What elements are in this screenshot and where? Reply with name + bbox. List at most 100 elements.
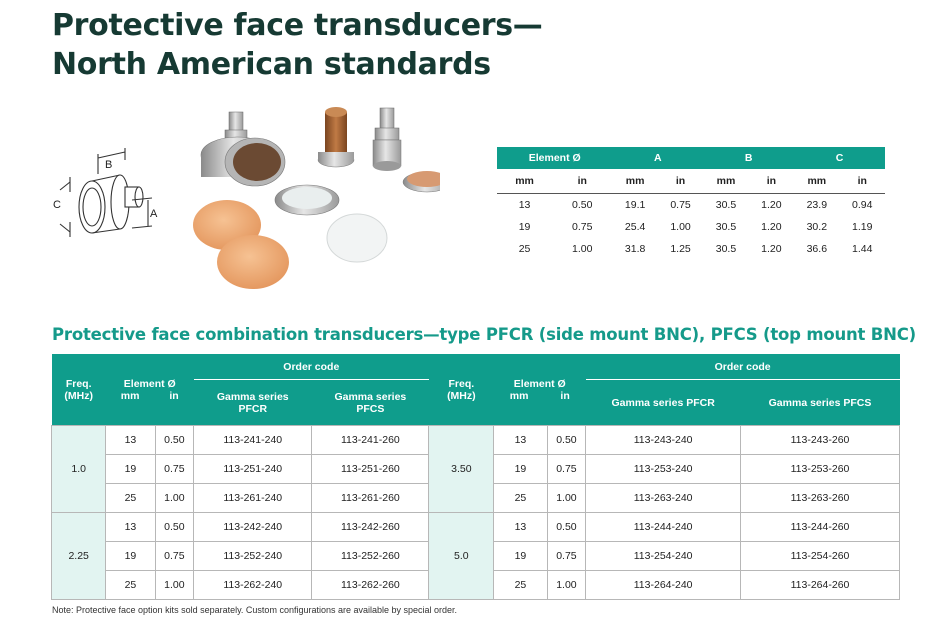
dims-header-a: A	[612, 147, 704, 169]
order-code-pfcs-cell: 113-264-260	[740, 570, 900, 600]
in-label-left: in	[169, 389, 179, 402]
order-row: 19 0.75 113-251-240 113-251-260 19 0.75 113-25…	[52, 454, 900, 484]
order-row: 25 1.00 113-262-240 113-262-260 25 1.00 113-26…	[52, 570, 900, 600]
dims-cell: 19	[518, 221, 531, 233]
order-code-header-left: Order code	[193, 354, 429, 380]
dims-cell: 30.2	[806, 221, 828, 233]
element-in-cell: 1.00	[154, 570, 195, 600]
dims-cell: 23.9	[806, 199, 828, 211]
element-in-cell: 0.50	[154, 425, 195, 455]
title-line-1: Protective face transducers—	[52, 8, 543, 43]
series-pfcr-header-left: Gamma series PFCR	[193, 379, 312, 426]
dims-cell: 0.75	[670, 199, 691, 211]
unit-header: in	[748, 169, 795, 194]
order-header-row-2: Gamma series PFCR Gamma series PFCS Gamm…	[52, 379, 900, 426]
element-in-cell: 0.50	[546, 512, 587, 542]
in-label-right: in	[560, 389, 570, 402]
frequency-cell: 3.50	[428, 425, 495, 513]
element-mm-cell: 13	[493, 512, 548, 542]
section-title: Protective face combination transducers—…	[52, 325, 917, 344]
unit-header: mm	[794, 169, 840, 194]
diagram-label-a: A	[150, 208, 158, 220]
dims-cell: 25.4	[624, 221, 646, 233]
order-code-pfcr-cell: 113-264-240	[585, 570, 742, 600]
element-mm-cell: 13	[493, 425, 548, 455]
dims-cell: 1.20	[761, 221, 782, 233]
element-label-right: Element Ø	[513, 377, 566, 390]
dims-cell: 30.5	[715, 243, 737, 255]
element-mm-cell: 25	[493, 483, 548, 513]
order-code-pfcs-cell: 113-242-260	[311, 512, 430, 542]
order-code-pfcr-cell: 113-244-240	[585, 512, 742, 542]
element-in-cell: 1.00	[546, 483, 587, 513]
order-code-pfcr-cell: 113-243-240	[585, 425, 742, 455]
dims-header-b: B	[703, 147, 795, 169]
order-code-pfcr-cell: 113-241-240	[193, 425, 313, 455]
dimension-diagram: C B A	[53, 148, 158, 237]
unit-header: mm	[703, 169, 749, 194]
order-row: 2.25 13 0.50 113-242-240 113-242-260 5.0 13 0.5…	[50, 512, 900, 600]
order-code-pfcr-cell: 113-254-240	[585, 541, 742, 571]
dims-cell: 0.50	[572, 199, 593, 211]
element-in-cell: 1.00	[154, 483, 195, 513]
element-header-left: Element Ø mm in	[105, 354, 194, 426]
element-mm-cell: 25	[105, 483, 156, 513]
series-pfcs-header-left: Gamma series PFCS	[311, 379, 429, 426]
order-code-pfcr-cell: 113-262-240	[193, 570, 313, 600]
page-title: Protective face transducers— North Ameri…	[52, 6, 543, 84]
dims-row: 13 0.50 19.1 0.75 30.5 1.20 23.9 0.94	[497, 194, 885, 217]
element-in-cell: 0.75	[154, 454, 195, 484]
order-code-pfcr-cell: 113-253-240	[585, 454, 742, 484]
dims-group-header-row: Element Ø A B C	[497, 147, 885, 169]
element-mm-cell: 25	[493, 570, 548, 600]
unit-header: in	[839, 169, 885, 194]
dims-unit-header-row: mm in mm in mm in mm in	[497, 169, 885, 194]
element-mm-cell: 19	[493, 454, 548, 484]
dims-row: 19 0.75 25.4 1.00 30.5 1.20 30.2 1.19	[497, 216, 885, 238]
dims-cell: 0.94	[852, 199, 873, 211]
element-mm-cell: 25	[105, 570, 156, 600]
freq-header-left: Freq. (MHz)	[51, 354, 106, 426]
order-code-pfcs-cell: 113-261-260	[311, 483, 430, 513]
element-in-cell: 0.75	[546, 541, 587, 571]
frequency-cell: 2.25	[50, 512, 107, 600]
title-line-2: North American standards	[52, 47, 491, 82]
order-code-pfcs-cell: 113-253-260	[740, 454, 900, 484]
dims-cell: 13	[518, 199, 531, 211]
order-row: 1.0 13 0.50 113-241-240 113-241-260 3.50 13 0.5…	[50, 425, 900, 513]
dims-cell: 1.19	[852, 221, 873, 233]
element-mm-cell: 19	[105, 541, 156, 571]
order-code-pfcr-cell: 113-252-240	[193, 541, 313, 571]
dims-cell: 25	[518, 243, 531, 255]
element-mm-cell: 19	[105, 454, 156, 484]
frequency-cell: 1.0	[50, 425, 107, 513]
element-mm-cell: 13	[105, 425, 156, 455]
dims-row: 25 1.00 31.8 1.25 30.5 1.20 36.6 1.44	[497, 238, 885, 260]
dims-cell: 1.00	[670, 221, 691, 233]
dims-cell: 1.00	[572, 243, 593, 255]
order-code-pfcr-cell: 113-251-240	[193, 454, 313, 484]
order-header-row-1: Freq. (MHz) Element Ø mm in Order code F…	[51, 354, 900, 426]
product-photo	[193, 107, 440, 289]
order-code-pfcs-cell: 113-262-260	[311, 570, 430, 600]
series-pfcs-header-right: Gamma series PFCS	[740, 379, 900, 426]
order-code-pfcs-cell: 113-263-260	[740, 483, 900, 513]
freq-header-right: Freq. (MHz)	[428, 354, 494, 426]
element-in-cell: 1.00	[546, 570, 587, 600]
dims-header-c: C	[794, 147, 885, 169]
dims-cell: 31.8	[624, 243, 646, 255]
dims-cell: 30.5	[715, 221, 737, 233]
order-code-table: Freq. (MHz) Element Ø mm in Order code F…	[50, 354, 900, 600]
dims-cell: 1.20	[761, 243, 782, 255]
dims-cell: 19.1	[624, 199, 646, 211]
order-row: 19 0.75 113-252-240 113-252-260 19 0.75 113-25…	[52, 541, 900, 571]
dims-cell: 1.44	[852, 243, 873, 255]
element-in-cell: 0.50	[154, 512, 195, 542]
order-code-header-right: Order code	[585, 354, 900, 380]
order-code-pfcs-cell: 113-243-260	[740, 425, 900, 455]
dims-cell: 0.75	[572, 221, 593, 233]
order-code-pfcs-cell: 113-241-260	[311, 425, 430, 455]
diagram-label-c: C	[53, 199, 61, 211]
footnote: Note: Protective face option kits sold s…	[52, 605, 458, 615]
unit-header: mm	[497, 169, 553, 194]
